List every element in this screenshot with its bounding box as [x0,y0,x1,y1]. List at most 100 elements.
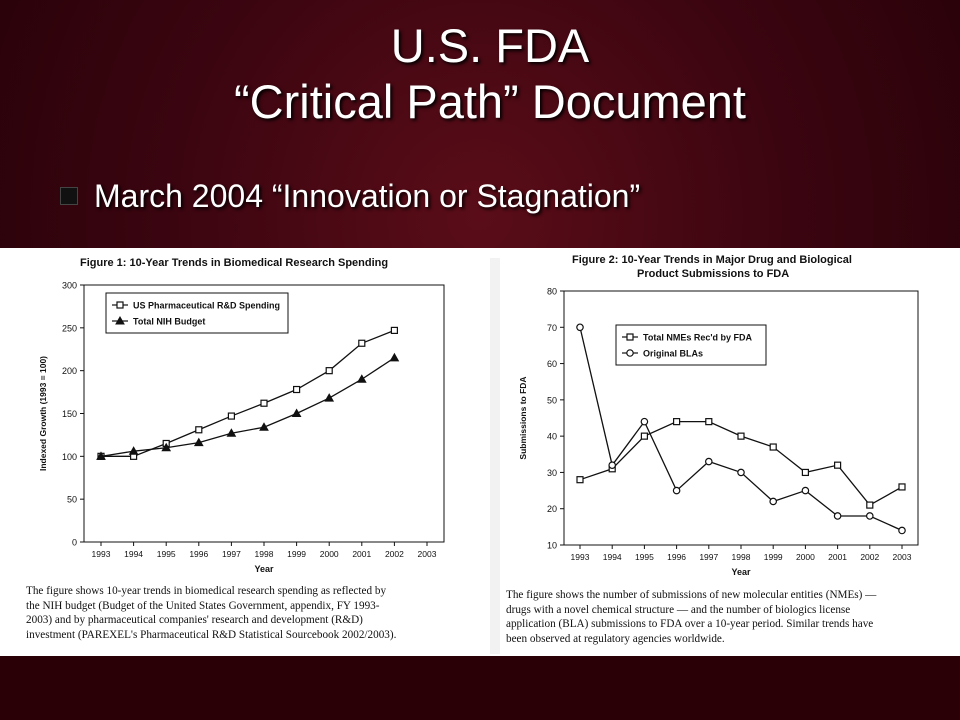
x-tick-label: 1994 [124,549,143,559]
y-tick-label: 80 [547,287,557,297]
data-point-1 [193,437,204,447]
figure2-title-line-1: Figure 2: 10-Year Trends in Major Drug a… [572,254,852,266]
data-point-1 [833,512,842,520]
x-tick-label: 1996 [189,549,208,559]
figure1-chart: 0 50 100 150 200 250 300 1993 1994 1995 1996 1997 19… [38,281,445,574]
legend-box [615,324,767,366]
figure1-title: Figure 1: 10-Year Trends in Biomedical R… [80,257,389,269]
title-line-2: “Critical Path” Document [234,75,746,128]
x-tick-label: 1995 [635,552,654,562]
bottom-strip [0,656,960,720]
bullet-square-icon [60,186,78,205]
data-point-0 [737,432,745,440]
figure1-caption-line: the NIH budget (Budget of the United Sta… [26,599,380,612]
y-tick-label: 0 [72,538,77,548]
figure2-caption-line: The figure shows the number of submissio… [506,589,877,601]
data-point-0 [801,468,809,477]
y-tick-label: 50 [67,495,77,505]
data-point-0 [640,432,648,440]
x-tick-label: 1995 [157,549,176,559]
data-point-0 [293,385,301,394]
x-axis-label: Year [254,564,274,574]
x-tick-label: 2002 [385,549,404,559]
legend-label: Original BLAs [643,349,703,359]
data-point-1 [226,428,237,437]
y-tick-label: 300 [62,281,77,291]
x-tick-label: 2000 [320,549,339,559]
slide-bullet-text-row: March 2004 “Innovation or Stagnation” [60,178,640,215]
x-tick-label: 2003 [893,552,912,562]
data-point-1 [576,323,584,332]
x-tick-label: 1997 [222,549,241,559]
y-tick-label: 50 [547,395,557,405]
x-tick-label: 2001 [352,549,371,559]
y-tick-label: 200 [62,366,77,376]
data-point-1 [291,408,302,417]
data-point-0 [834,461,842,469]
data-point-1 [898,526,906,535]
data-point-0 [358,339,366,347]
data-point-1 [324,393,335,402]
data-point-1 [801,486,810,495]
x-tick-label: 1993 [571,552,590,562]
data-point-1 [128,446,139,455]
legend-label: Total NMEs Rec'd by FDA [643,333,752,343]
y-tick-label: 100 [62,452,77,462]
slide-subtitle: March 2004 “Innovation or Stagnation” [94,178,641,214]
x-tick-label: 2003 [418,549,437,559]
data-point-0 [195,426,203,434]
legend-box [105,292,289,334]
series-line-1 [100,357,395,457]
figure2-caption-line: application (BLA) submissions to FDA ove… [506,618,874,630]
data-point-1 [389,352,400,362]
data-point-0 [227,412,235,420]
data-point-0 [576,476,584,484]
x-tick-label: 1996 [667,552,686,562]
figure2-caption-line: been observed at regulatory agencies wor… [506,632,725,645]
y-tick-label: 30 [547,468,557,478]
x-tick-label: 2002 [860,552,879,562]
y-axis-label: Indexed Growth (1993 = 100) [38,356,48,471]
title-line-1: U.S. FDA [390,19,590,72]
figure2-title-line-2: Product Submissions to FDA [637,268,790,280]
data-point-1 [259,422,269,431]
data-point-1 [96,451,106,460]
x-tick-label: 1999 [287,549,306,559]
y-tick-label: 10 [547,541,557,551]
figure1-caption: The figure shows 10-year trends in biome… [26,584,396,642]
data-point-0 [898,483,906,491]
data-point-0 [390,326,398,335]
data-point-0 [866,501,874,509]
y-tick-label: 150 [62,409,77,419]
data-point-0 [260,399,268,407]
data-point-0 [673,418,681,426]
data-point-1 [865,512,874,520]
data-point-1 [356,374,367,383]
panel-divider [490,258,500,654]
legend-marker [116,301,124,309]
x-tick-label: 2001 [828,552,847,562]
legend-marker [626,349,634,357]
data-point-0 [705,418,713,426]
legend-marker [115,315,125,325]
x-axis-label: Year [731,567,751,577]
slide-title: U.S. FDA “Critical Path” Document [100,18,880,130]
x-tick-label: 1998 [732,552,751,562]
data-point-1 [769,497,778,506]
data-point-1 [608,461,617,469]
data-point-1 [640,417,649,426]
data-point-1 [737,468,745,477]
figure2-caption: The figure shows the number of submissio… [506,588,876,646]
figure2-chart: 10 20 30 40 50 60 70 80 1993 1994 1995 1996 1997 1998… [518,287,919,577]
y-tick-label: 60 [547,359,557,369]
x-tick-label: 1997 [699,552,718,562]
y-tick-label: 40 [547,432,557,442]
y-axis-label: Submissions to FDA [518,376,528,459]
series-line-0 [101,329,395,457]
figure2-caption-line: drugs with a novel chemical structure — … [506,603,851,616]
x-tick-label: 1994 [603,552,622,562]
figure1-caption-line: The figure shows 10-year trends in biome… [26,585,387,597]
x-tick-label: 2000 [796,552,815,562]
x-tick-label: 1993 [92,549,111,559]
legend-label: US Pharmaceutical R&D Spending [133,301,280,311]
